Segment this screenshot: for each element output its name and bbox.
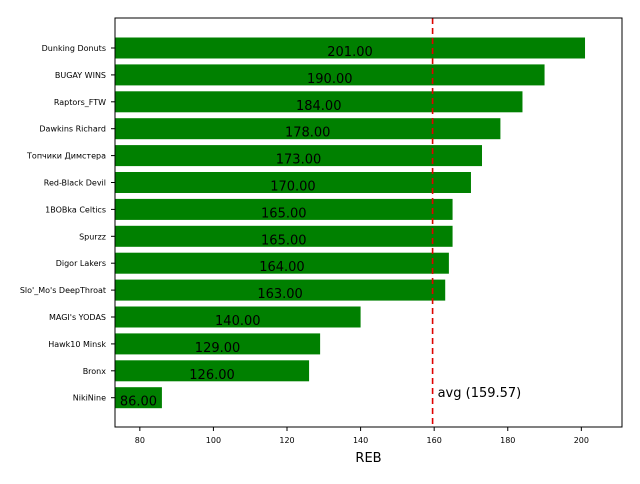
y-axis: Dunking Donuts BUGAY WINS Raptors_FTW Dawki… — [20, 44, 115, 403]
bar-value-label: 129.00 — [195, 341, 241, 356]
x-tick-label: 120 — [279, 436, 294, 445]
bar-value-label: 184.00 — [296, 99, 342, 114]
average-label: avg (159.57) — [438, 386, 522, 401]
bar-4 — [115, 145, 483, 167]
bar-13 — [115, 387, 162, 409]
bar-value-label: 165.00 — [261, 206, 307, 221]
bar-value-label: 163.00 — [257, 287, 303, 302]
bar-5 — [115, 172, 471, 193]
bar-value-label: 173.00 — [276, 153, 322, 168]
x-axis-label: REB — [355, 451, 381, 466]
bar-1 — [115, 64, 545, 86]
bar-12 — [115, 360, 310, 382]
y-tick-label: Raptors_FTW — [54, 98, 106, 107]
y-tick-label: Bronx — [83, 367, 107, 376]
bar-10 — [115, 306, 361, 328]
bars-layer: 201.00 190.00 184.00 178.00 173.00 170.00 165.… — [115, 37, 586, 410]
average-layer: avg (159.57) — [431, 18, 522, 427]
x-tick-label: 140 — [353, 436, 368, 445]
y-tick-label: NikiNine — [73, 394, 106, 403]
bar-0 — [115, 37, 586, 59]
bar-value-label: 86.00 — [120, 395, 157, 410]
bar-value-label: 178.00 — [285, 126, 331, 141]
bar-3 — [115, 118, 501, 140]
y-tick-label: Red-Black Devil — [44, 179, 106, 188]
bar-6 — [115, 198, 453, 220]
bar-2 — [115, 91, 523, 113]
bar-value-label: 164.00 — [259, 260, 305, 275]
bar-11 — [115, 333, 321, 355]
bar-value-label: 201.00 — [327, 45, 373, 60]
x-tick-label: 180 — [500, 436, 515, 445]
y-tick-label: 1BOBka Celtics — [45, 205, 106, 214]
y-tick-label: Dunking Donuts — [42, 44, 106, 53]
y-tick-label: MAGI's YODAS — [49, 313, 106, 322]
y-tick-label: Digor Lakers — [56, 259, 106, 268]
plot-frame — [114, 17, 623, 428]
bar-value-label: 140.00 — [215, 314, 261, 329]
bar-8 — [115, 252, 449, 274]
y-tick-label: Spurzz — [79, 232, 106, 241]
x-tick-label: 100 — [206, 436, 221, 445]
y-tick-label: Slo'_Mo's DeepThroat — [20, 286, 106, 295]
y-tick-label: Топчики Димстера — [26, 152, 106, 161]
bar-value-label: 165.00 — [261, 233, 307, 248]
y-tick-label: Dawkins Richard — [39, 125, 106, 134]
x-tick-label: 200 — [574, 436, 589, 445]
bar-7 — [115, 225, 453, 247]
x-axis: 80 100 120 140 160 180 200 — [135, 427, 589, 445]
x-tick-label: 160 — [427, 436, 442, 445]
bar-value-label: 170.00 — [270, 180, 316, 195]
y-tick-label: BUGAY WINS — [55, 71, 106, 80]
y-tick-label: Hawk10 Minsk — [48, 340, 106, 349]
bar-value-label: 190.00 — [307, 72, 353, 87]
x-tick-label: 80 — [135, 436, 145, 445]
bar-9 — [115, 279, 446, 301]
bar-value-label: 126.00 — [189, 368, 235, 383]
